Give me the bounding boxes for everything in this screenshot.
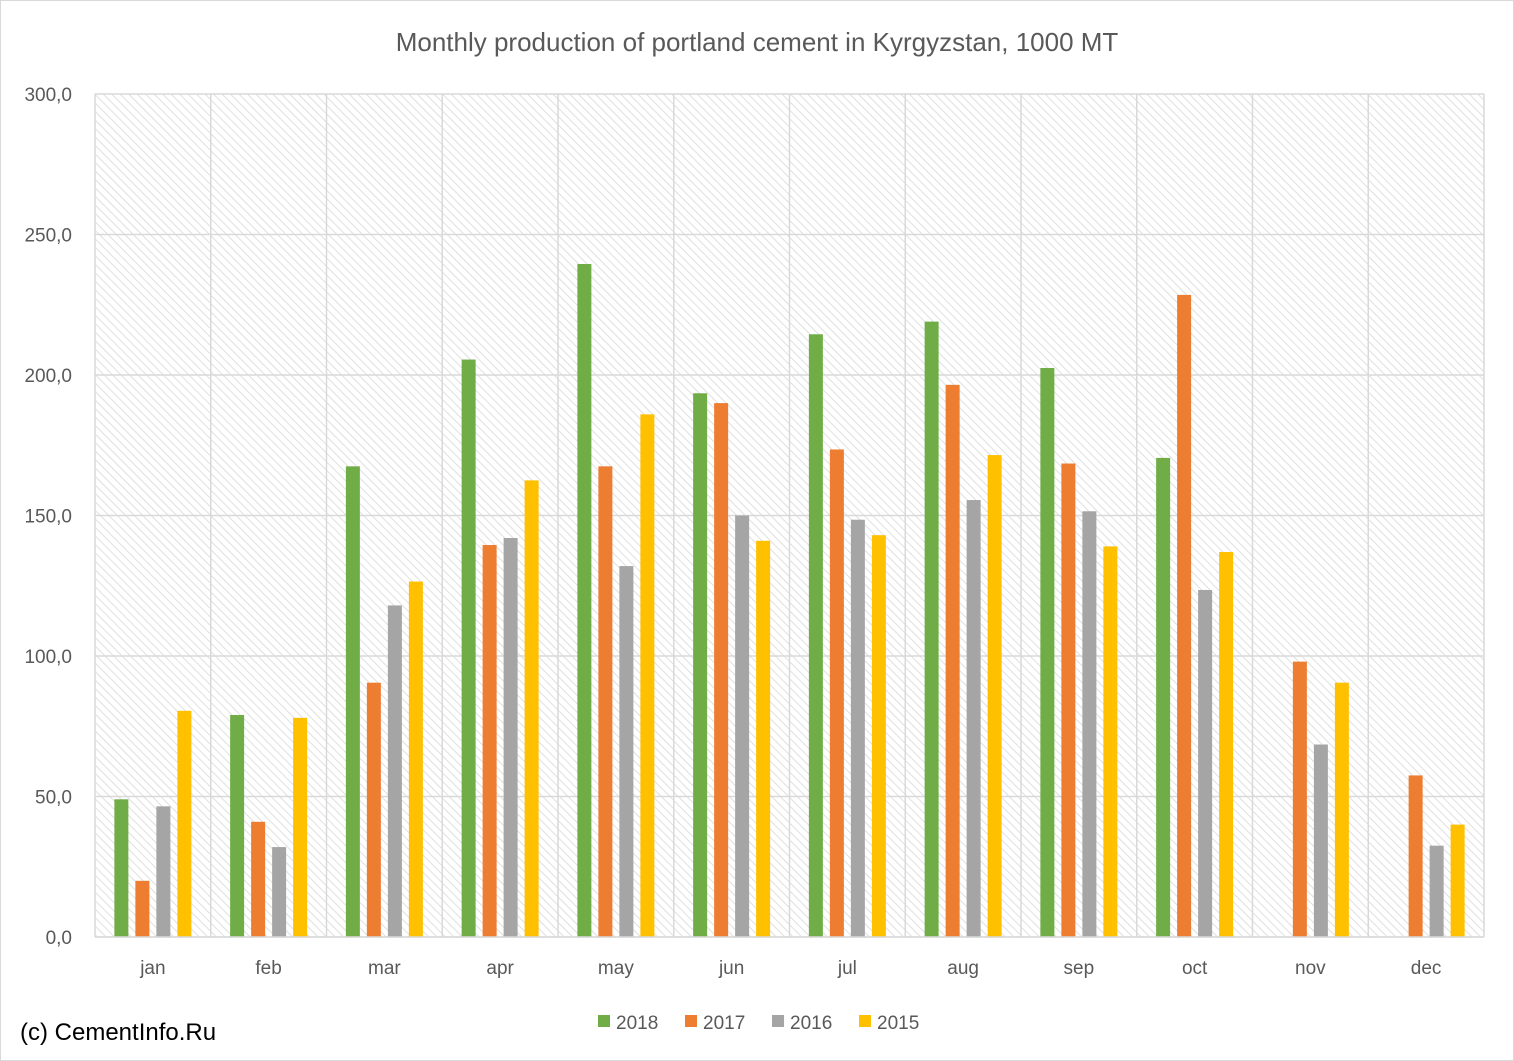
y-tick-label: 50,0: [35, 788, 72, 809]
bar-2018-apr: [461, 359, 476, 937]
legend-swatch-2017: [685, 1015, 697, 1027]
bar-2015-mar: [408, 581, 423, 937]
bar-2016-jul: [850, 519, 865, 937]
y-tick-label: 200,0: [24, 366, 72, 387]
x-tick-label: oct: [1182, 958, 1208, 979]
bar-2015-oct: [1219, 552, 1234, 937]
bar-2018-may: [577, 264, 592, 937]
x-tick-label: aug: [947, 958, 979, 979]
y-tick-label: 0,0: [46, 928, 72, 949]
y-tick-label: 300,0: [24, 85, 72, 106]
legend-swatch-2015: [859, 1015, 871, 1027]
x-axis-categories: jan feb mar apr may jun jul aug sep oct nov dec: [139, 958, 1441, 979]
bar-2015-jul: [871, 535, 886, 937]
bar-2016-dec: [1429, 845, 1444, 937]
bar-2016-oct: [1198, 589, 1213, 937]
legend-label: 2015: [877, 1013, 919, 1034]
gridlines: [94, 93, 1485, 938]
bar-2016-feb: [272, 847, 287, 937]
y-tick-label: 150,0: [24, 507, 72, 528]
bar-2017-apr: [482, 545, 497, 937]
bar-2018-jun: [693, 393, 708, 937]
bar-2018-jan: [114, 799, 129, 937]
bar-2015-jan: [177, 710, 192, 937]
bar-2015-feb: [293, 717, 308, 937]
bar-2016-mar: [387, 605, 402, 937]
bar-2017-dec: [1408, 775, 1423, 937]
bar-2017-nov: [1292, 661, 1307, 937]
x-tick-label: apr: [486, 958, 514, 979]
bar-2018-sep: [1040, 367, 1055, 938]
x-tick-label: jun: [718, 958, 744, 979]
bar-2016-nov: [1313, 744, 1328, 937]
bar-2017-sep: [1061, 463, 1076, 937]
bar-2016-jun: [735, 515, 750, 937]
x-tick-label: mar: [368, 958, 401, 979]
x-tick-label: may: [598, 958, 634, 979]
credit-text: (c) CementInfo.Ru: [20, 1019, 217, 1046]
bar-2017-oct: [1177, 294, 1192, 937]
bar-2015-jun: [756, 540, 771, 937]
legend-label: 2018: [616, 1013, 658, 1034]
bar-2015-nov: [1334, 682, 1349, 937]
legend-label: 2017: [703, 1013, 745, 1034]
bar-2015-may: [640, 414, 655, 938]
bar-2016-aug: [966, 500, 981, 937]
bar-2018-oct: [1156, 457, 1171, 937]
x-tick-label: dec: [1411, 958, 1442, 979]
legend-label: 2016: [790, 1013, 832, 1034]
bar-2017-aug: [945, 384, 960, 938]
x-tick-label: sep: [1064, 958, 1095, 979]
legend-swatch-2018: [598, 1015, 610, 1027]
bar-2016-may: [619, 566, 634, 937]
bar-2015-apr: [524, 480, 539, 937]
bar-2017-may: [598, 466, 613, 937]
bar-2018-feb: [230, 715, 245, 937]
legend: 2018 2017 2016 2015: [598, 1013, 919, 1034]
bar-2018-jul: [808, 334, 823, 937]
bar-2018-aug: [924, 321, 939, 937]
bars: [114, 264, 1465, 938]
x-tick-label: jul: [837, 958, 857, 979]
y-tick-label: 100,0: [24, 647, 72, 668]
bar-2017-feb: [251, 821, 266, 937]
x-tick-label: nov: [1295, 958, 1326, 979]
bar-2016-apr: [503, 537, 518, 937]
x-tick-label: feb: [255, 958, 281, 979]
bar-2015-aug: [987, 455, 1002, 937]
legend-swatch-2016: [772, 1015, 784, 1027]
y-axis-ticks: 0,0 50,0 100,0 150,0 200,0 250,0 300,0: [24, 85, 72, 949]
bar-2016-sep: [1082, 511, 1097, 937]
bar-2017-jan: [135, 880, 150, 937]
bar-2015-sep: [1103, 546, 1118, 937]
chart-title: Monthly production of portland cement in…: [396, 27, 1119, 57]
bar-2016-jan: [156, 806, 171, 937]
bar-2015-dec: [1450, 824, 1465, 937]
bar-2018-mar: [345, 466, 360, 937]
bar-2017-jul: [829, 449, 844, 937]
x-tick-label: jan: [139, 958, 165, 979]
bar-2017-mar: [366, 682, 381, 937]
bar-2017-jun: [714, 403, 729, 938]
y-tick-label: 250,0: [24, 226, 72, 247]
